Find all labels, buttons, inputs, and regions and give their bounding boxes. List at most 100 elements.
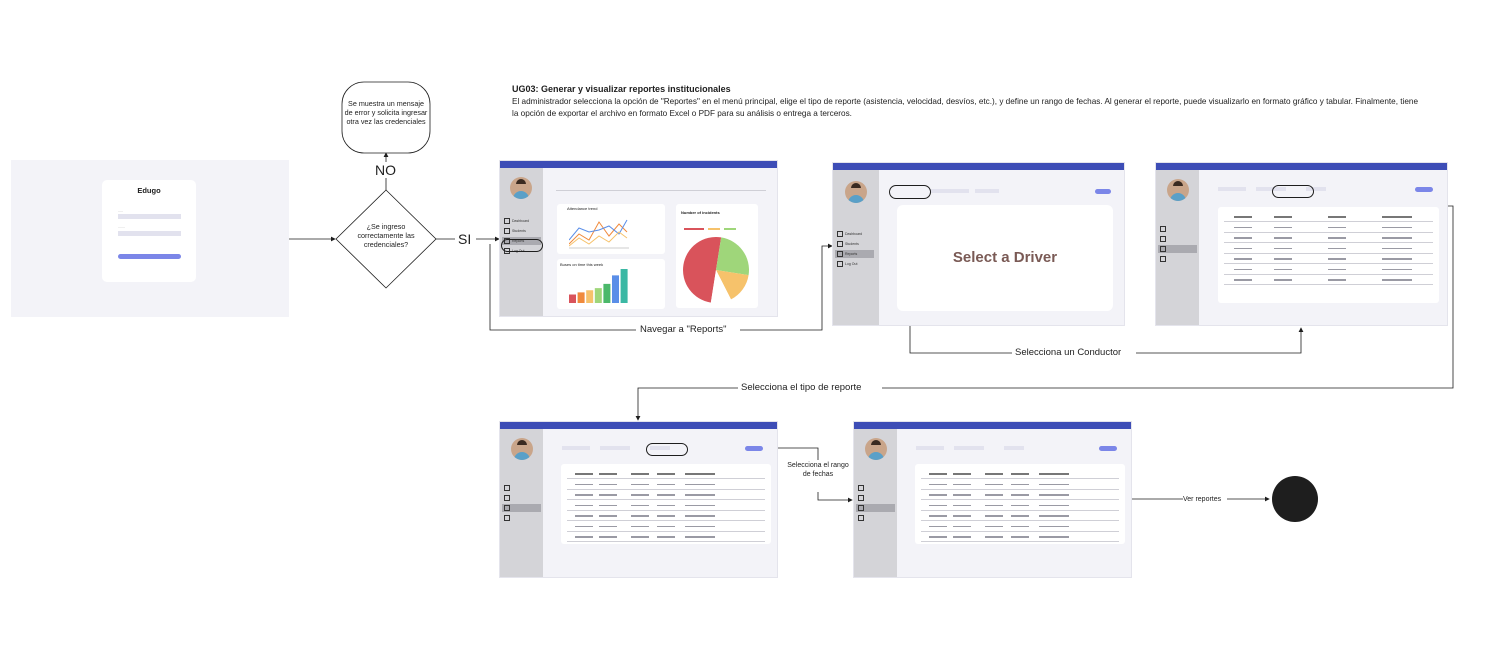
menu-logout[interactable] bbox=[502, 514, 541, 522]
menu-students-icon bbox=[858, 495, 864, 502]
menu-students[interactable]: Students bbox=[502, 227, 541, 235]
table-cell bbox=[1011, 494, 1029, 496]
avatar bbox=[510, 177, 532, 199]
menu-logout[interactable]: Log Out bbox=[835, 260, 874, 268]
table-cell bbox=[1382, 258, 1412, 260]
topbar bbox=[500, 422, 777, 429]
menu-logout[interactable] bbox=[1158, 255, 1197, 263]
description-title: UG03: Generar y visualizar reportes inst… bbox=[512, 84, 731, 94]
menu-reports[interactable]: Reports bbox=[835, 250, 874, 258]
pie-slice-1 bbox=[716, 237, 749, 276]
date-range-select[interactable] bbox=[650, 446, 670, 450]
report-table bbox=[561, 464, 771, 544]
table-row-divider bbox=[567, 520, 765, 521]
table-cell bbox=[985, 494, 1003, 496]
menu-reports[interactable] bbox=[856, 504, 895, 512]
report-table bbox=[1218, 207, 1439, 303]
select-dates-label: Selecciona el rango de fechas bbox=[786, 461, 850, 479]
login-button[interactable] bbox=[118, 254, 181, 259]
menu-dashboard[interactable] bbox=[1158, 225, 1197, 233]
error-node-text: Se muestra un mensaje de error y solicit… bbox=[344, 99, 428, 126]
line-chart bbox=[569, 219, 629, 249]
report-button[interactable] bbox=[1095, 189, 1111, 194]
menu-students[interactable] bbox=[856, 494, 895, 502]
table-cell bbox=[929, 483, 947, 485]
menu-dashboard[interactable]: Dashboard bbox=[835, 230, 874, 238]
sidebar: Dashboard Students Reports Log Out bbox=[500, 168, 543, 316]
table-header-cell bbox=[1382, 216, 1412, 218]
table-cell bbox=[1011, 536, 1029, 538]
table-row-divider bbox=[921, 541, 1119, 542]
table-cell bbox=[1382, 237, 1412, 239]
date-range-select[interactable] bbox=[1306, 187, 1326, 191]
table-cell bbox=[685, 536, 715, 538]
bar-3 bbox=[594, 288, 602, 303]
table-header-cell bbox=[575, 473, 593, 475]
table-cell bbox=[1382, 279, 1412, 281]
table-cell bbox=[631, 515, 649, 517]
driver-select[interactable] bbox=[562, 446, 590, 450]
table-header-cell bbox=[985, 473, 1003, 475]
sidebar bbox=[854, 429, 897, 577]
table-cell bbox=[1274, 279, 1292, 281]
menu-logout-icon bbox=[504, 515, 510, 522]
report-button[interactable] bbox=[745, 446, 763, 451]
table-cell bbox=[985, 483, 1003, 485]
table-row-divider bbox=[1224, 284, 1433, 285]
menu-students[interactable] bbox=[502, 494, 541, 502]
menu-dashboard-icon bbox=[858, 485, 864, 492]
table-cell bbox=[1328, 237, 1346, 239]
table-cell bbox=[985, 525, 1003, 527]
date-range-highlight[interactable] bbox=[646, 443, 688, 456]
menu-reports-icon bbox=[1160, 246, 1166, 253]
report-type-select[interactable] bbox=[600, 446, 630, 450]
reports-highlight bbox=[501, 239, 543, 252]
report-type-select[interactable] bbox=[954, 446, 984, 450]
table-cell bbox=[953, 494, 971, 496]
report-button[interactable] bbox=[1099, 446, 1117, 451]
table-cell bbox=[1011, 504, 1029, 506]
menu-reports[interactable] bbox=[502, 504, 541, 512]
table-cell bbox=[685, 483, 715, 485]
menu-dashboard-icon bbox=[1160, 226, 1166, 233]
table-header-cell bbox=[657, 473, 675, 475]
table-cell bbox=[575, 494, 593, 496]
table-cell bbox=[575, 515, 593, 517]
menu-students[interactable] bbox=[1158, 235, 1197, 243]
table-cell bbox=[953, 504, 971, 506]
report-type-select[interactable] bbox=[1256, 187, 1286, 191]
table-cell bbox=[631, 536, 649, 538]
driver-select[interactable] bbox=[916, 446, 944, 450]
report-type-highlight[interactable] bbox=[1272, 185, 1314, 198]
table-cell bbox=[1039, 515, 1069, 517]
menu-dashboard[interactable] bbox=[856, 484, 895, 492]
date-range-select[interactable] bbox=[1004, 446, 1024, 450]
driver-select[interactable] bbox=[1218, 187, 1246, 191]
login-password-input[interactable] bbox=[118, 231, 181, 236]
menu-reports-icon bbox=[858, 505, 864, 512]
login-user-input[interactable] bbox=[118, 214, 181, 219]
table-cell bbox=[1274, 268, 1292, 270]
menu-logout-icon bbox=[858, 515, 864, 522]
menu-dashboard[interactable]: Dashboard bbox=[502, 217, 541, 225]
table-row-divider bbox=[567, 499, 765, 500]
driver-select-highlight[interactable] bbox=[889, 185, 931, 199]
menu-reports[interactable] bbox=[1158, 245, 1197, 253]
table-row-divider bbox=[567, 530, 765, 532]
chart-attendance-title: Attendance trend bbox=[567, 206, 598, 211]
menu-dashboard-icon bbox=[504, 485, 510, 492]
table-cell bbox=[929, 504, 947, 506]
menu-dashboard[interactable] bbox=[502, 484, 541, 492]
table-cell bbox=[1234, 268, 1252, 270]
table-cell bbox=[1328, 226, 1346, 228]
table-cell bbox=[599, 483, 617, 485]
table-cell bbox=[1382, 268, 1412, 270]
bar-6 bbox=[620, 269, 628, 303]
menu-logout[interactable] bbox=[856, 514, 895, 522]
menu-students[interactable]: Students bbox=[835, 240, 874, 248]
report-button[interactable] bbox=[1415, 187, 1433, 192]
topbar bbox=[1156, 163, 1447, 170]
table-cell bbox=[1011, 515, 1029, 517]
avatar bbox=[845, 181, 867, 203]
table-cell bbox=[657, 494, 675, 496]
